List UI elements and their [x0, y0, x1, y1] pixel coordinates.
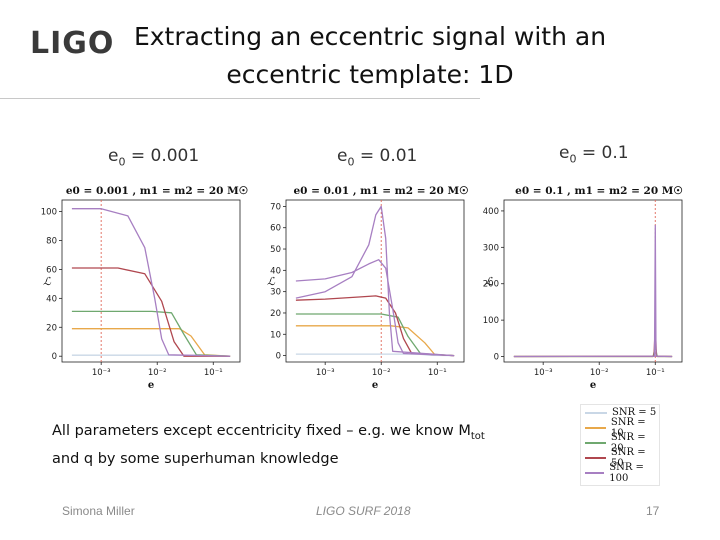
plot-title: e0 = 0.01 , m1 = m2 = 20 M☉ [294, 185, 470, 197]
y-tick-label: 200 [483, 280, 499, 290]
x-tick-label: 10⁻¹ [428, 368, 447, 378]
y-tick-label: 70 [270, 202, 281, 212]
x-axis-label: e [148, 380, 154, 390]
x-tick-label: 10⁻² [372, 368, 391, 378]
likelihood-plot-e0-0.1: e0 = 0.1 , m1 = m2 = 20 M☉ 0 100 200 300 400 1… [483, 185, 684, 390]
plot-frame [61, 199, 241, 363]
legend-swatch [585, 426, 606, 429]
y-tick-label: 100 [483, 316, 499, 326]
series-line [295, 295, 455, 357]
series-line [295, 259, 455, 357]
panel-1-label: e0 = 0.001 [108, 146, 200, 169]
panel-3-label: e0 = 0.1 [559, 143, 629, 166]
y-tick-label: 0 [52, 352, 57, 362]
y-tick-label: 40 [270, 266, 281, 276]
x-tick-label: 10⁻³ [534, 368, 553, 378]
y-tick-label: 300 [483, 243, 499, 253]
legend-entry: SNR = 20 [581, 432, 659, 454]
y-tick-label: 10 [270, 330, 281, 340]
series-line [71, 267, 231, 357]
y-tick-label: 80 [46, 237, 57, 247]
x-tick-label: 10⁻² [590, 368, 609, 378]
likelihood-plot-e0-0.001: e0 = 0.001 , m1 = m2 = 20 M☉ 0 20 40 60 80 100… [41, 185, 249, 390]
y-tick-label: 60 [270, 224, 281, 234]
x-axis-label: e [372, 380, 378, 390]
legend-label: SNR = 5 [612, 407, 657, 418]
slide-number: 17 [646, 504, 660, 518]
body-line-2: and q by some superhuman knowledge [52, 450, 339, 467]
title-divider [0, 98, 480, 99]
legend-swatch [585, 411, 607, 414]
legend-entry: SNR = 50 [581, 447, 659, 469]
y-tick-label: 20 [46, 323, 57, 333]
legend-swatch [585, 471, 605, 474]
series-line [513, 224, 673, 358]
x-tick-label: 10⁻¹ [646, 368, 665, 378]
slide-title: Extracting an eccentric signal with an e… [110, 18, 630, 94]
series-line [71, 328, 231, 357]
x-tick-label: 10⁻³ [316, 368, 335, 378]
legend-label: SNR = 100 [609, 461, 644, 484]
legend-entry: SNR = 10 [581, 417, 659, 439]
y-axis-label: ℒ [267, 275, 276, 288]
series-line [295, 325, 455, 357]
y-tick-label: 30 [270, 288, 281, 298]
snr-legend: SNR = 5 SNR = 10 SNR = 20 SNR = 50 SNR = 100 [580, 404, 660, 486]
legend-swatch [585, 456, 606, 459]
y-tick-label: 400 [483, 207, 499, 217]
body-line-1: All parameters except eccentricity fixed… [52, 423, 485, 442]
plot-title: e0 = 0.1 , m1 = m2 = 20 M☉ [515, 185, 683, 197]
y-tick-label: 100 [41, 208, 57, 218]
legend-label: SNR = 10 [610, 416, 646, 439]
y-tick-label: 40 [46, 294, 57, 304]
legend-label: SNR = 50 [610, 446, 646, 469]
y-axis-label: ℒ [485, 275, 494, 288]
legend-entry: SNR = 5 [581, 405, 659, 420]
body-text: All parameters except eccentricity fixed… [52, 420, 582, 471]
plot-frame [503, 199, 683, 363]
panel-2-label: e0 = 0.01 [337, 146, 418, 169]
y-tick-label: 0 [494, 353, 499, 363]
likelihood-plot-e0-0.01: e0 = 0.01 , m1 = m2 = 20 M☉ 0 10 20 30 40 50 60… [267, 185, 470, 390]
plot-frame [285, 199, 465, 363]
series-line [295, 205, 455, 357]
legend-entry: SNR = 100 [581, 462, 659, 484]
footer-event: LIGO SURF 2018 [316, 504, 411, 518]
footer-author: Simona Miller [62, 504, 135, 518]
series-line [71, 208, 231, 357]
legend-label: SNR = 20 [610, 431, 646, 454]
legend-swatch [585, 441, 606, 444]
y-tick-label: 20 [270, 309, 281, 319]
x-axis-label: e [590, 380, 596, 390]
ligo-logo: LIGO [30, 26, 115, 61]
x-tick-label: 10⁻² [148, 368, 167, 378]
series-line [513, 344, 673, 358]
y-tick-label: 50 [270, 245, 281, 255]
x-tick-label: 10⁻¹ [204, 368, 223, 378]
x-tick-label: 10⁻³ [92, 368, 111, 378]
series-line [71, 310, 231, 357]
y-tick-label: 0 [276, 352, 281, 362]
title-line-2: eccentric template: 1D [226, 60, 514, 89]
plot-title: e0 = 0.001 , m1 = m2 = 20 M☉ [66, 185, 249, 197]
series-line [513, 323, 673, 358]
y-axis-label: ℒ [43, 275, 52, 288]
title-line-1: Extracting an eccentric signal with an [133, 22, 607, 51]
y-tick-label: 60 [46, 265, 57, 275]
